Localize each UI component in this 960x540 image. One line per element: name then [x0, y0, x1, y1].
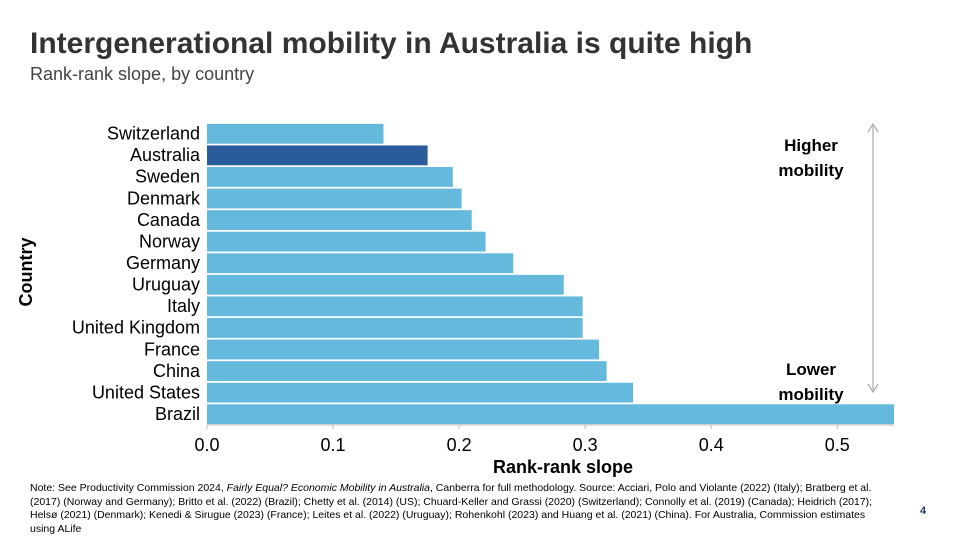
- bar: [207, 361, 607, 381]
- chart: Intergenerational mobility in Australia …: [16, 27, 894, 477]
- note-text: Fairly Equal? Economic Mobility in Austr…: [226, 482, 430, 494]
- bar: [207, 339, 600, 360]
- y-tick-label: China: [153, 361, 201, 381]
- x-axis-title: Rank-rank slope: [493, 457, 633, 477]
- y-tick-label: Uruguay: [132, 275, 200, 295]
- arrow-head: [867, 383, 879, 393]
- bar: [207, 167, 453, 187]
- y-tick-label: Germany: [126, 253, 200, 273]
- bar: [207, 253, 514, 274]
- y-tick-label: United Kingdom: [72, 318, 200, 338]
- annotation-text: mobility: [778, 161, 844, 180]
- y-tick-label: Switzerland: [107, 124, 200, 144]
- x-tick-label: 0.1: [321, 435, 346, 455]
- note-text: , Canberra for full methodology. Source:…: [30, 482, 873, 535]
- bar: [207, 231, 486, 252]
- y-tick-label: Norway: [139, 231, 200, 251]
- x-tick-label: 0.2: [447, 435, 472, 455]
- bar: [207, 123, 384, 144]
- x-tick-label: 0.3: [573, 435, 598, 455]
- y-tick-label: Sweden: [135, 167, 200, 187]
- bar: [207, 318, 583, 338]
- annotation-text: Higher: [784, 136, 838, 155]
- chart-title: Intergenerational mobility in Australia …: [30, 27, 752, 60]
- page-number: 4: [920, 505, 927, 517]
- bar: [207, 404, 894, 425]
- bar: [207, 188, 462, 209]
- note: Note: See Productivity Commission 2024, …: [30, 482, 890, 536]
- bar: [207, 274, 564, 295]
- chart-subtitle: Rank-rank slope, by country: [30, 64, 254, 84]
- bar: [207, 145, 428, 166]
- y-axis-title: Country: [16, 238, 36, 307]
- annotation: Lower mobility: [778, 360, 844, 404]
- y-tick-label: France: [144, 339, 200, 359]
- y-tick-label: Brazil: [155, 404, 200, 424]
- annotation-text: Lower: [786, 360, 836, 379]
- note-text: Note: See Productivity Commission 2024,: [30, 482, 227, 494]
- bar: [207, 210, 472, 230]
- x-tick-label: 0.4: [699, 435, 724, 455]
- arrow-head: [867, 123, 879, 133]
- bar: [207, 296, 583, 317]
- x-tick-label: 0.5: [825, 435, 850, 455]
- y-tick-label: Canada: [137, 210, 201, 230]
- y-tick-label: Australia: [130, 145, 201, 165]
- bar: [207, 382, 634, 403]
- annotation-text: mobility: [778, 385, 844, 404]
- y-tick-label: Denmark: [127, 188, 201, 208]
- annotation: Higher mobility: [778, 136, 844, 180]
- x-tick-label: 0.0: [194, 435, 219, 455]
- y-tick-label: United States: [92, 382, 200, 402]
- y-tick-label: Italy: [167, 296, 200, 316]
